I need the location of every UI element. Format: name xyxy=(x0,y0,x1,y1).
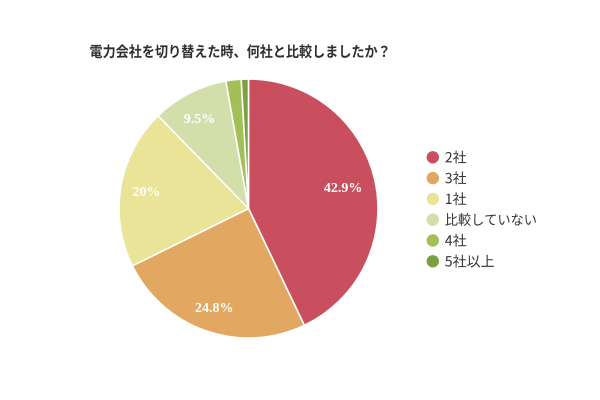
svg-text:20%: 20% xyxy=(133,185,161,200)
svg-text:42.9%: 42.9% xyxy=(324,181,363,196)
svg-text:24.8%: 24.8% xyxy=(195,301,234,316)
svg-text:9.5%: 9.5% xyxy=(184,112,216,127)
